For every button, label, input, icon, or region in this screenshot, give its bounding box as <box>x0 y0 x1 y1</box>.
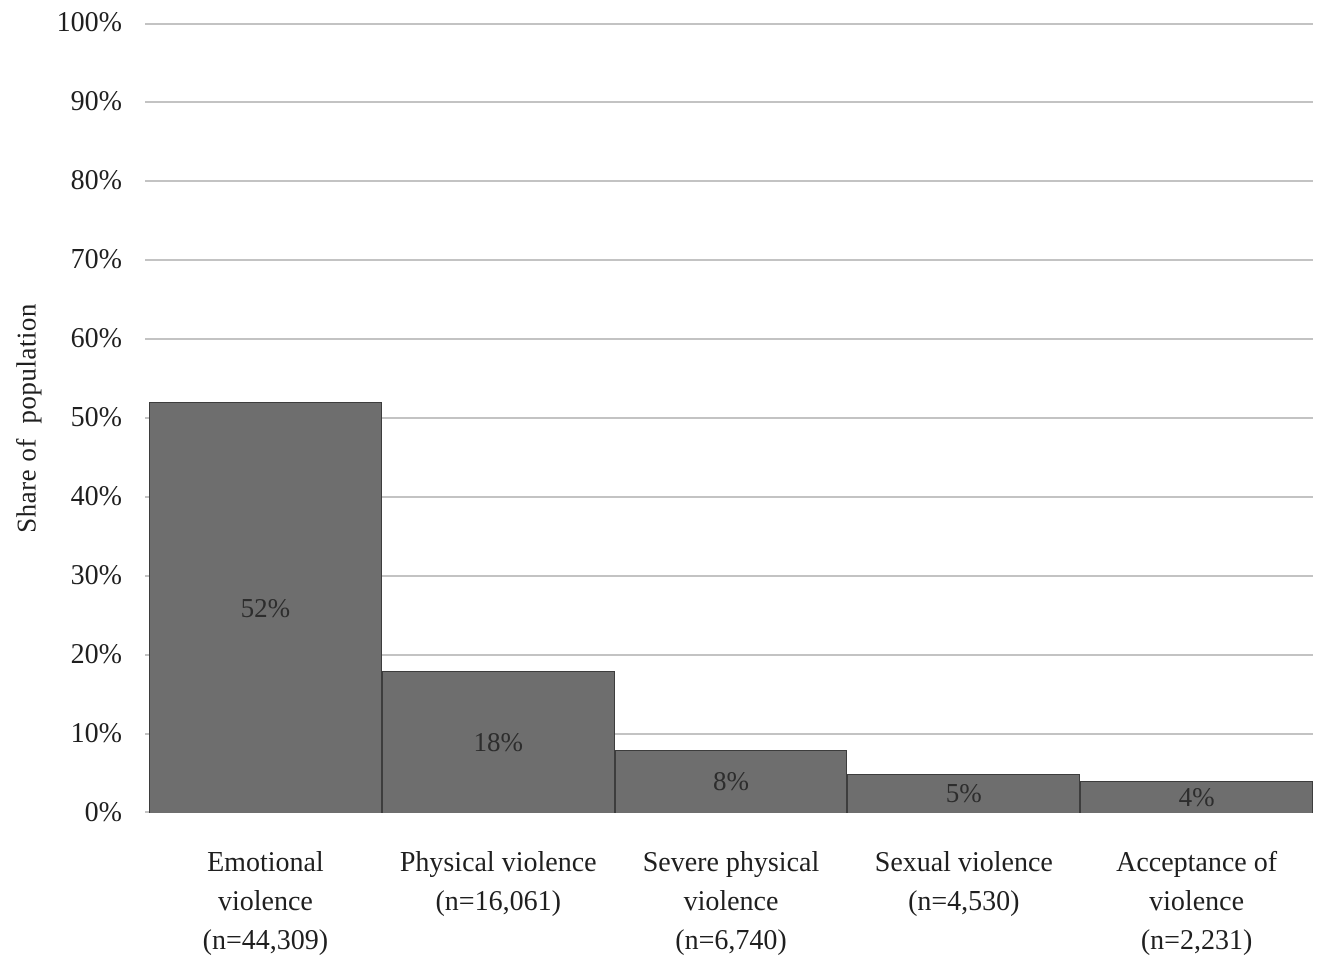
bars-row: 52% 18% 8% 5% 4% <box>149 23 1313 813</box>
bar-3: 8% <box>614 749 848 813</box>
x-category-label-line: violence <box>217 886 313 917</box>
x-category-label-line: (n=6,740) <box>675 925 787 956</box>
x-category-label-line: (n=4,530) <box>908 886 1020 917</box>
bar-5: 4% <box>1080 781 1313 813</box>
y-tick-label-20%: 20% <box>70 639 122 670</box>
x-category-label-1: Emotional violence (n=44,309) <box>149 843 382 960</box>
gridline-80% <box>145 180 1313 182</box>
y-tick-label-40%: 40% <box>70 481 122 512</box>
gridline-50% <box>145 417 1313 419</box>
gridline-60% <box>145 338 1313 340</box>
y-tick-label-60%: 60% <box>70 323 122 354</box>
x-category-label-line: Emotional <box>207 847 324 878</box>
y-tick-label-0%: 0% <box>84 797 122 828</box>
y-tick-label-80%: 80% <box>70 165 122 196</box>
x-category-label-line: Physical violence <box>399 847 597 878</box>
gridline-10% <box>145 733 1313 735</box>
y-axis-tick-labels: 0% 10% 20% 30% 40% 50% 60% 70% 80% 90% 100% <box>0 0 122 960</box>
x-category-label-line: Sexual violence <box>874 847 1053 878</box>
y-tick-label-90%: 90% <box>70 86 122 117</box>
x-category-label-line: Severe physical <box>642 847 820 878</box>
bar-1: 52% <box>149 402 382 813</box>
bar-value-label: 18% <box>473 726 523 757</box>
bar-value-label: 52% <box>240 592 291 623</box>
bar-value-label: 5% <box>945 778 982 809</box>
gridline-40% <box>145 496 1313 498</box>
x-category-label-line: violence <box>683 886 779 917</box>
gridline-100% <box>145 23 1313 25</box>
x-axis-category-labels: Emotional violence (n=44,309) Physical viol… <box>149 843 1313 960</box>
gridline-70% <box>145 259 1313 261</box>
y-tick-label-100%: 100% <box>56 7 122 38</box>
bar-2: 18% <box>381 670 615 813</box>
x-category-label-line: violence <box>1149 886 1244 917</box>
x-category-label-5: Acceptance of violence (n=2,231) <box>1080 843 1313 960</box>
y-tick-label-50%: 50% <box>70 402 122 433</box>
x-category-label-2: Physical violence (n=16,061) <box>382 843 615 960</box>
x-category-label-line: (n=16,061) <box>435 886 561 917</box>
bar-4: 5% <box>847 773 1081 813</box>
gridline-30% <box>145 575 1313 577</box>
plot-area: 52% 18% 8% 5% 4% <box>145 23 1313 813</box>
x-category-label-4: Sexual violence (n=4,530) <box>847 843 1080 960</box>
x-category-label-3: Severe physical violence (n=6,740) <box>615 843 848 960</box>
y-tick-label-10%: 10% <box>70 718 122 749</box>
x-category-label-line: (n=2,231) <box>1140 925 1253 956</box>
x-category-label-line: (n=44,309) <box>202 925 329 956</box>
gridline-90% <box>145 101 1313 103</box>
y-tick-label-30%: 30% <box>70 560 122 591</box>
gridline-20% <box>145 654 1313 656</box>
bar-value-label: 4% <box>1178 782 1215 813</box>
bar-value-label: 8% <box>712 766 749 797</box>
y-tick-label-70%: 70% <box>70 244 122 275</box>
x-category-label-line: Acceptance of <box>1116 847 1278 878</box>
